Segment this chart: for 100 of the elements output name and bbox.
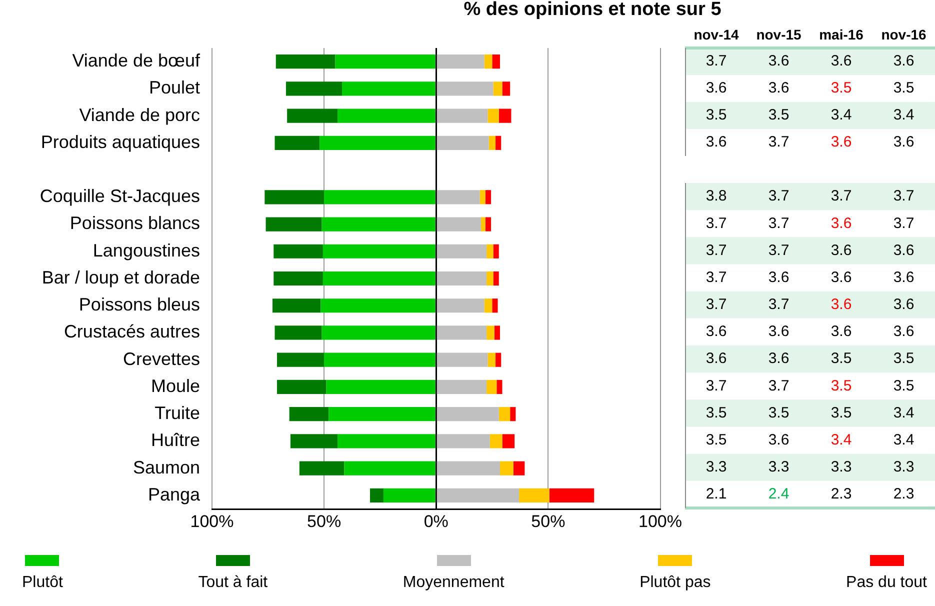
legend-label: Pas du tout [846,574,927,592]
bar [485,190,492,204]
data-label: 3.7 [706,242,727,259]
bar [436,461,500,476]
data-label: 3.6 [830,323,852,340]
bar [436,217,481,232]
bar [484,298,492,313]
y-tick-label: Saumon [132,457,200,478]
bar [490,434,502,448]
bar [266,217,322,232]
y-tick-label: Panga [148,484,201,504]
data-label: 3.5 [830,80,852,97]
data-label: 3.3 [768,458,790,476]
bar [493,271,499,286]
bar [290,434,338,448]
bar [274,244,323,258]
bar [486,244,494,258]
bar [513,461,525,476]
bar [496,380,502,394]
bar [287,108,338,123]
data-label: 3.7 [768,377,790,394]
bar [324,190,436,204]
bar [496,352,502,367]
data-label: 3.4 [893,106,914,124]
y-tick-label: Viande de bœuf [72,50,201,71]
bar [322,217,436,232]
bar [264,190,324,204]
bar [488,108,499,123]
bar [436,380,487,394]
data-label: 3.6 [893,242,914,259]
bar [342,82,436,96]
bar [493,244,499,258]
data-label: 3.6 [830,134,852,151]
data-label: 3.6 [768,269,790,286]
data-label: 3.7 [768,296,790,314]
x-tick-label: 50% [307,512,342,531]
bar [277,380,326,394]
bar [272,298,321,313]
data-label: 3.8 [706,188,727,205]
bar [326,380,436,394]
data-label: 3.5 [893,350,914,368]
y-tick-label: Coquille St-Jacques [40,186,200,206]
bar [277,352,324,367]
y-tick-label: Truite [154,403,200,424]
data-label: 3.6 [706,134,727,151]
data-label: 3.4 [893,432,914,449]
bar [549,488,594,502]
data-label: 3.7 [768,188,790,205]
bar [383,488,436,502]
data-label: 3.6 [768,323,790,340]
bar [436,244,487,258]
data-label: 3.5 [768,106,790,124]
bar [344,461,436,476]
bar [436,82,494,96]
data-label: 3.6 [893,52,914,70]
bar [493,82,502,96]
bar [324,352,436,367]
data-label: 3.4 [830,106,852,124]
x-tick-label: mai-16 [819,26,864,42]
data-label: 3.3 [706,458,727,476]
data-label: 3.6 [706,80,727,97]
data-label: 2.3 [893,486,914,503]
bar [488,352,496,367]
data-label: 3.4 [893,404,914,422]
bar [338,434,436,448]
data-label: 3.5 [893,80,914,97]
x-tick-label: nov-15 [756,26,802,42]
bar [488,136,496,150]
data-label: 3.5 [830,377,852,394]
data-label: 3.5 [830,350,852,368]
data-label: 3.6 [830,214,852,232]
bar [492,54,500,69]
bar [274,326,322,340]
bar [498,407,510,422]
y-tick-label: Poissons bleus [78,294,200,315]
data-label: 3.7 [706,296,727,314]
y-tick-label: Produits aquatiques [40,132,200,152]
bar [335,54,436,69]
bar [494,326,500,340]
y-tick-label: Crevettes [122,348,200,369]
y-tick-label: Viande de porc [79,104,200,125]
x-tick-label: 0% [424,512,448,531]
bar [436,407,499,422]
bar [502,434,515,448]
x-tick-label: nov-16 [881,26,927,42]
bar [286,82,342,96]
bar [274,136,320,150]
legend-label: Moyennement [402,574,504,592]
data-label: 2.1 [706,486,727,503]
bar [338,108,436,123]
data-label: 3.6 [830,269,852,286]
data-label: 3.3 [893,458,914,476]
data-label: 3.5 [768,404,790,422]
bar [480,217,486,232]
y-tick-label: Crustacés autres [64,322,200,342]
data-label: 3.6 [893,134,914,151]
bar [276,54,336,69]
bar [436,298,484,313]
data-label: 3.6 [768,52,790,70]
data-label: 3.7 [706,269,727,286]
